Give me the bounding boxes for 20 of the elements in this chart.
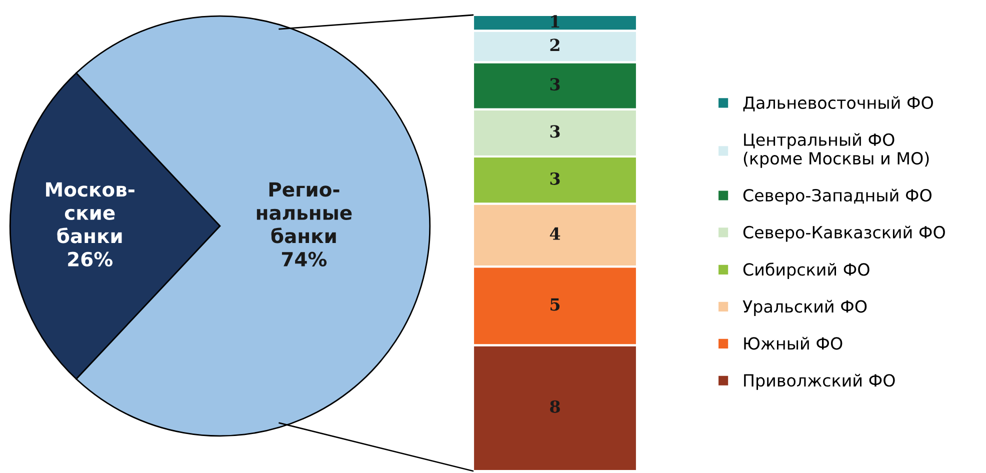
slice-label: Регио- нальные банки: [256, 182, 352, 244]
legend-label: Южный ФО: [744, 336, 842, 350]
legend-label: Северо-Кавказский ФО: [743, 226, 945, 242]
data-label: 4: [550, 227, 560, 240]
data-label: 2: [550, 38, 560, 52]
data-label: 3: [550, 125, 560, 138]
legend-label: Северо-Западный ФО: [743, 188, 932, 205]
data-label: 8: [550, 400, 560, 413]
slice-label: Москов- ские банки: [46, 182, 134, 244]
data-label: 5: [550, 298, 560, 311]
legend-label: Сибирский ФО: [743, 262, 870, 280]
legend-label: Уральский ФО: [742, 300, 867, 316]
data-label: 3: [550, 172, 560, 185]
legend-label: Приволжский ФО: [744, 374, 895, 390]
legend-label: Центральный ФО (кроме Москвы и МО): [744, 133, 929, 168]
data-label: 1: [551, 15, 560, 28]
data-label: 74%: [282, 252, 327, 267]
data-label: 3: [550, 78, 560, 91]
data-label: 26%: [68, 252, 113, 267]
legend-label: Дальневосточный ФО: [743, 96, 933, 112]
